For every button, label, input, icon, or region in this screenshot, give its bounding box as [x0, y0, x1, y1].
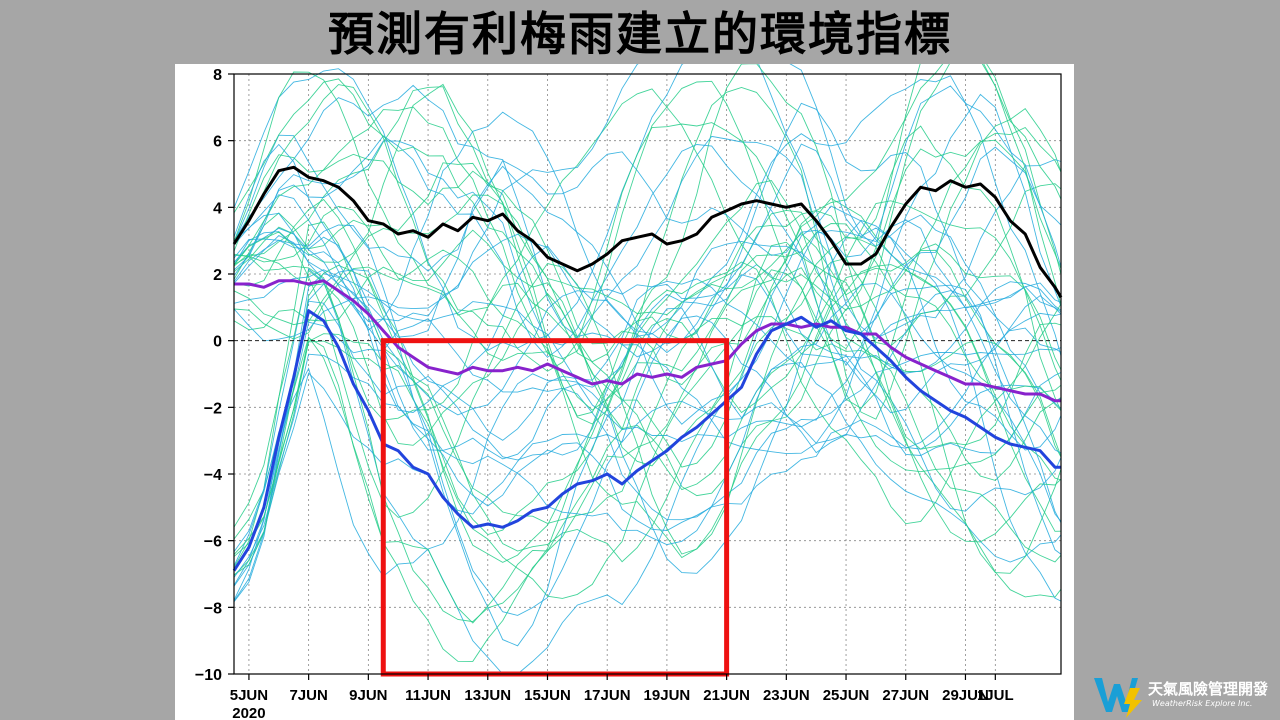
highlight-box [380, 338, 730, 677]
ensemble-member-line [233, 209, 1062, 662]
ensemble-member-line [233, 267, 1062, 624]
ensemble-member-line [233, 241, 1062, 467]
y-tick-labels: 8 6 4 2 0 −2 −4 −6 −8 −10 [195, 67, 234, 684]
axes [233, 73, 1062, 675]
blue-mean-line [232, 309, 1061, 572]
x-tick-label: 21JUN [703, 687, 750, 704]
ensemble-member-line [233, 64, 1062, 351]
y-tick-label: 0 [213, 334, 222, 351]
x-tick-label: 23JUN [763, 687, 810, 704]
company-logo: 天氣風險管理開發 WeatherRisk Explore Inc. [1092, 672, 1272, 718]
logo-company-name-cn: 天氣風險管理開發 [1148, 680, 1269, 698]
ensemble-member-line [233, 231, 1062, 574]
ensemble-member-line [233, 233, 1062, 455]
x-tick-label: 17JUN [584, 687, 631, 704]
x-tick-label: 11JUN [405, 687, 451, 704]
ensemble-chart: 8 6 4 2 0 −2 −4 −6 −8 −10 5JUN 7JUN 9JUN 11JUN 13JUN 1… [195, 64, 1063, 720]
y-tick-label: −2 [204, 400, 222, 417]
ensemble-member-line [233, 194, 1062, 491]
ensemble-member-line [233, 264, 1062, 576]
ensemble-member-line [233, 234, 1062, 460]
x-tick-label: 29JUN [942, 687, 989, 704]
x-year-label: 2020 [232, 705, 265, 720]
ensemble-member-line [233, 300, 1062, 603]
ensemble-member-line [233, 269, 1062, 647]
y-tick-label: −8 [204, 600, 222, 617]
ensemble-member-line [233, 139, 1062, 316]
y-tick-label: −4 [204, 467, 222, 484]
mean-lines [232, 165, 1063, 572]
ensemble-member-line [233, 125, 1062, 412]
x-tick-label: 1JUL [977, 687, 1014, 704]
ensemble-member-line [233, 179, 1062, 623]
ensemble-member-line [233, 282, 1062, 578]
ensemble-member-line [233, 85, 1062, 272]
x-tick-labels: 5JUN 7JUN 9JUN 11JUN 13JUN 15JUN 17JUN 19JUN 21J… [230, 674, 1014, 720]
slide-title: 預測有利梅雨建立的環境指標 [328, 7, 952, 61]
x-tick-label: 15JUN [524, 687, 571, 704]
black-mean-line [232, 165, 1063, 299]
y-tick-label: 6 [213, 134, 222, 151]
ensemble-member-line [233, 83, 1062, 425]
ensemble-member-line [233, 316, 1062, 557]
ensemble-members [233, 64, 1062, 675]
ensemble-member-line [233, 362, 1062, 587]
y-tick-label: 8 [213, 67, 222, 84]
ensemble-member-line [233, 229, 1062, 497]
plot-frame [233, 73, 1062, 675]
ensemble-member-line [233, 84, 1062, 409]
y-tick-label: −10 [195, 667, 222, 684]
x-tick-label: 27JUN [882, 687, 929, 704]
ensemble-member-line [233, 249, 1062, 559]
ensemble-member-line [233, 205, 1062, 675]
ensemble-member-line [233, 198, 1062, 536]
chart-panel: 8 6 4 2 0 −2 −4 −6 −8 −10 5JUN 7JUN 9JUN 11JUN 13JUN 1… [175, 64, 1074, 720]
weatherrisk-logo-icon [1094, 678, 1142, 718]
purple-mean-line [234, 279, 1061, 403]
ensemble-member-line [233, 236, 1062, 512]
ensemble-member-line [233, 219, 1062, 602]
x-tick-label: 5JUN [230, 687, 268, 704]
y-tick-label: 4 [213, 200, 222, 217]
ensemble-member-line [233, 64, 1062, 316]
grid-lines [234, 73, 1061, 675]
highlight-rectangle [380, 338, 730, 677]
logo-company-name-en: WeatherRisk Explore Inc. [1152, 699, 1253, 708]
y-tick-label: −6 [204, 534, 222, 551]
x-tick-label: 25JUN [823, 687, 870, 704]
x-tick-label: 13JUN [464, 687, 511, 704]
ensemble-member-line [233, 64, 1062, 360]
y-tick-label: 2 [213, 267, 222, 284]
ensemble-member-line [233, 64, 1062, 363]
x-tick-label: 7JUN [289, 687, 327, 704]
ensemble-member-line [233, 93, 1062, 366]
x-tick-label: 9JUN [349, 687, 387, 704]
x-tick-label: 19JUN [644, 687, 691, 704]
ensemble-member-line [233, 269, 1062, 442]
ensemble-member-line [233, 75, 1062, 358]
